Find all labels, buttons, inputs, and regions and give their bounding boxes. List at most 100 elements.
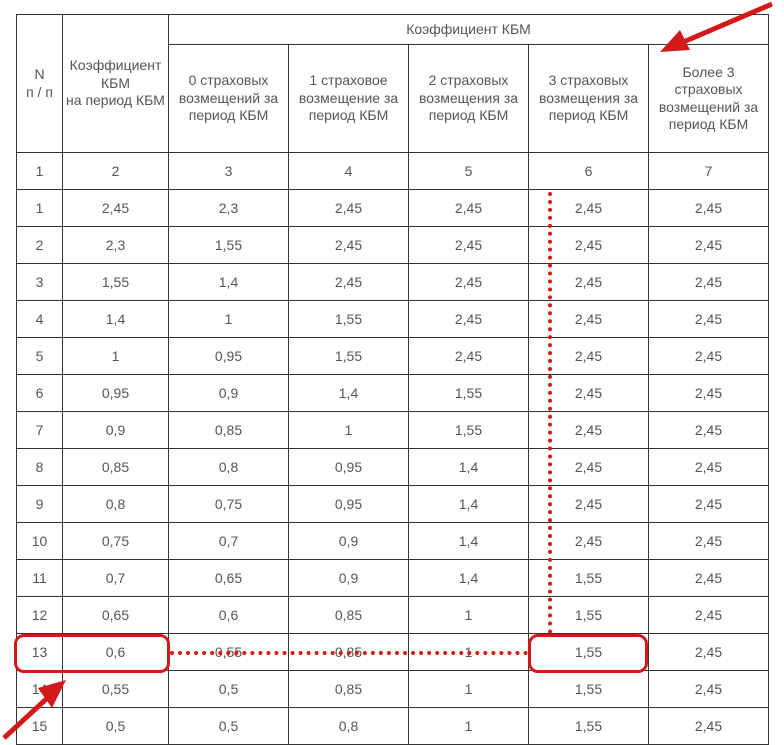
table-cell: 0,9 bbox=[289, 523, 409, 560]
table-cell: 2,45 bbox=[529, 375, 649, 412]
table-cell: 2,45 bbox=[649, 708, 769, 745]
table-cell: 0,85 bbox=[289, 634, 409, 671]
table-cell: 0,85 bbox=[63, 449, 169, 486]
table-cell: 1 bbox=[17, 190, 63, 227]
table-cell: 1 bbox=[289, 412, 409, 449]
table-cell: 0,55 bbox=[169, 634, 289, 671]
table-cell: 1 bbox=[63, 338, 169, 375]
table-row: 120,650,60,8511,552,45 bbox=[17, 597, 769, 634]
table-row: 70,90,8511,552,452,45 bbox=[17, 412, 769, 449]
table-cell: 2,45 bbox=[409, 338, 529, 375]
table-cell: 6 bbox=[17, 375, 63, 412]
table-cell: 2,45 bbox=[289, 264, 409, 301]
table-row: 12,452,32,452,452,452,45 bbox=[17, 190, 769, 227]
table-cell: 2 bbox=[63, 153, 169, 190]
table-cell: 2,45 bbox=[529, 412, 649, 449]
table-cell: 2,45 bbox=[409, 301, 529, 338]
table-cell: 1 bbox=[409, 708, 529, 745]
table-cell: 0,55 bbox=[63, 671, 169, 708]
header-n: Nп / п bbox=[17, 15, 63, 153]
table-cell: 1,4 bbox=[409, 523, 529, 560]
table-cell: 0,85 bbox=[289, 671, 409, 708]
table-row: 90,80,750,951,42,452,45 bbox=[17, 486, 769, 523]
table-cell: 14 bbox=[17, 671, 63, 708]
table-cell: 0,95 bbox=[289, 486, 409, 523]
table-cell: 2,45 bbox=[63, 190, 169, 227]
table-row: 22,31,552,452,452,452,45 bbox=[17, 227, 769, 264]
table-cell: 2,45 bbox=[649, 190, 769, 227]
table-cell: 10 bbox=[17, 523, 63, 560]
table-cell: 0,85 bbox=[289, 597, 409, 634]
table-cell: 1 bbox=[17, 153, 63, 190]
table-cell: 2 bbox=[17, 227, 63, 264]
table-cell: 2,45 bbox=[649, 523, 769, 560]
table-cell: 1,55 bbox=[529, 597, 649, 634]
table-cell: 2,45 bbox=[649, 375, 769, 412]
table-cell: 2,45 bbox=[529, 264, 649, 301]
table-cell: 0,95 bbox=[169, 338, 289, 375]
table-cell: 11 bbox=[17, 560, 63, 597]
table-row: 510,951,552,452,452,45 bbox=[17, 338, 769, 375]
table-cell: 0,75 bbox=[63, 523, 169, 560]
header-sub-1: 1 страховое возмещение за период КБМ bbox=[289, 45, 409, 153]
table-cell: 1,55 bbox=[289, 301, 409, 338]
header-kbm-period: Коэффициент КБМна период КБМ bbox=[63, 15, 169, 153]
table-cell: 1,4 bbox=[409, 560, 529, 597]
table-cell: 2,45 bbox=[529, 301, 649, 338]
header-sub-4: Более 3 страховых возмещений за период К… bbox=[649, 45, 769, 153]
table-cell: 1,4 bbox=[63, 301, 169, 338]
table-row: 100,750,70,91,42,452,45 bbox=[17, 523, 769, 560]
table-cell: 1,4 bbox=[409, 449, 529, 486]
table-cell: 4 bbox=[289, 153, 409, 190]
table-cell: 0,6 bbox=[169, 597, 289, 634]
table-cell: 1 bbox=[169, 301, 289, 338]
table-cell: 2,45 bbox=[409, 227, 529, 264]
table-cell: 0,8 bbox=[63, 486, 169, 523]
table-cell: 6 bbox=[529, 153, 649, 190]
table-cell: 2,45 bbox=[529, 338, 649, 375]
table-cell: 1,55 bbox=[409, 412, 529, 449]
table-row: 110,70,650,91,41,552,45 bbox=[17, 560, 769, 597]
table-cell: 1,55 bbox=[529, 671, 649, 708]
header-sub-0: 0 страховых возмещений за период КБМ bbox=[169, 45, 289, 153]
table-cell: 0,8 bbox=[169, 449, 289, 486]
table-cell: 1,4 bbox=[169, 264, 289, 301]
table-cell: 2,45 bbox=[409, 190, 529, 227]
table-cell: 2,45 bbox=[649, 412, 769, 449]
table-row: 41,411,552,452,452,45 bbox=[17, 301, 769, 338]
table-cell: 3 bbox=[17, 264, 63, 301]
table-cell: 0,9 bbox=[63, 412, 169, 449]
table-cell: 1 bbox=[409, 634, 529, 671]
table-cell: 1,4 bbox=[289, 375, 409, 412]
table-cell: 1,55 bbox=[529, 560, 649, 597]
table-cell: 0,65 bbox=[63, 597, 169, 634]
table-cell: 2,45 bbox=[649, 301, 769, 338]
table-cell: 2,45 bbox=[649, 597, 769, 634]
table-cell: 2,45 bbox=[529, 449, 649, 486]
table-row: 150,50,50,811,552,45 bbox=[17, 708, 769, 745]
table-cell: 0,95 bbox=[63, 375, 169, 412]
table-cell: 5 bbox=[409, 153, 529, 190]
table-cell: 15 bbox=[17, 708, 63, 745]
table-cell: 2,45 bbox=[289, 190, 409, 227]
header-sub-2: 2 страховых возмещения за период КБМ bbox=[409, 45, 529, 153]
table-cell: 7 bbox=[17, 412, 63, 449]
table-cell: 0,9 bbox=[169, 375, 289, 412]
table-row: 80,850,80,951,42,452,45 bbox=[17, 449, 769, 486]
header-kbm-group: Коэффициент КБМ bbox=[169, 15, 769, 45]
table-cell: 5 bbox=[17, 338, 63, 375]
table-cell: 1,55 bbox=[529, 708, 649, 745]
table-cell: 1,55 bbox=[63, 264, 169, 301]
table-cell: 2,45 bbox=[649, 671, 769, 708]
table-cell: 2,45 bbox=[649, 449, 769, 486]
table-cell: 2,3 bbox=[169, 190, 289, 227]
table-cell: 0,5 bbox=[169, 708, 289, 745]
table-cell: 3 bbox=[169, 153, 289, 190]
table-row: 130,60,550,8511,552,45 bbox=[17, 634, 769, 671]
table-cell: 1 bbox=[409, 597, 529, 634]
table-cell: 0,65 bbox=[169, 560, 289, 597]
table-cell: 2,45 bbox=[649, 264, 769, 301]
table-cell: 4 bbox=[17, 301, 63, 338]
table-cell: 0,5 bbox=[63, 708, 169, 745]
table-cell: 13 bbox=[17, 634, 63, 671]
